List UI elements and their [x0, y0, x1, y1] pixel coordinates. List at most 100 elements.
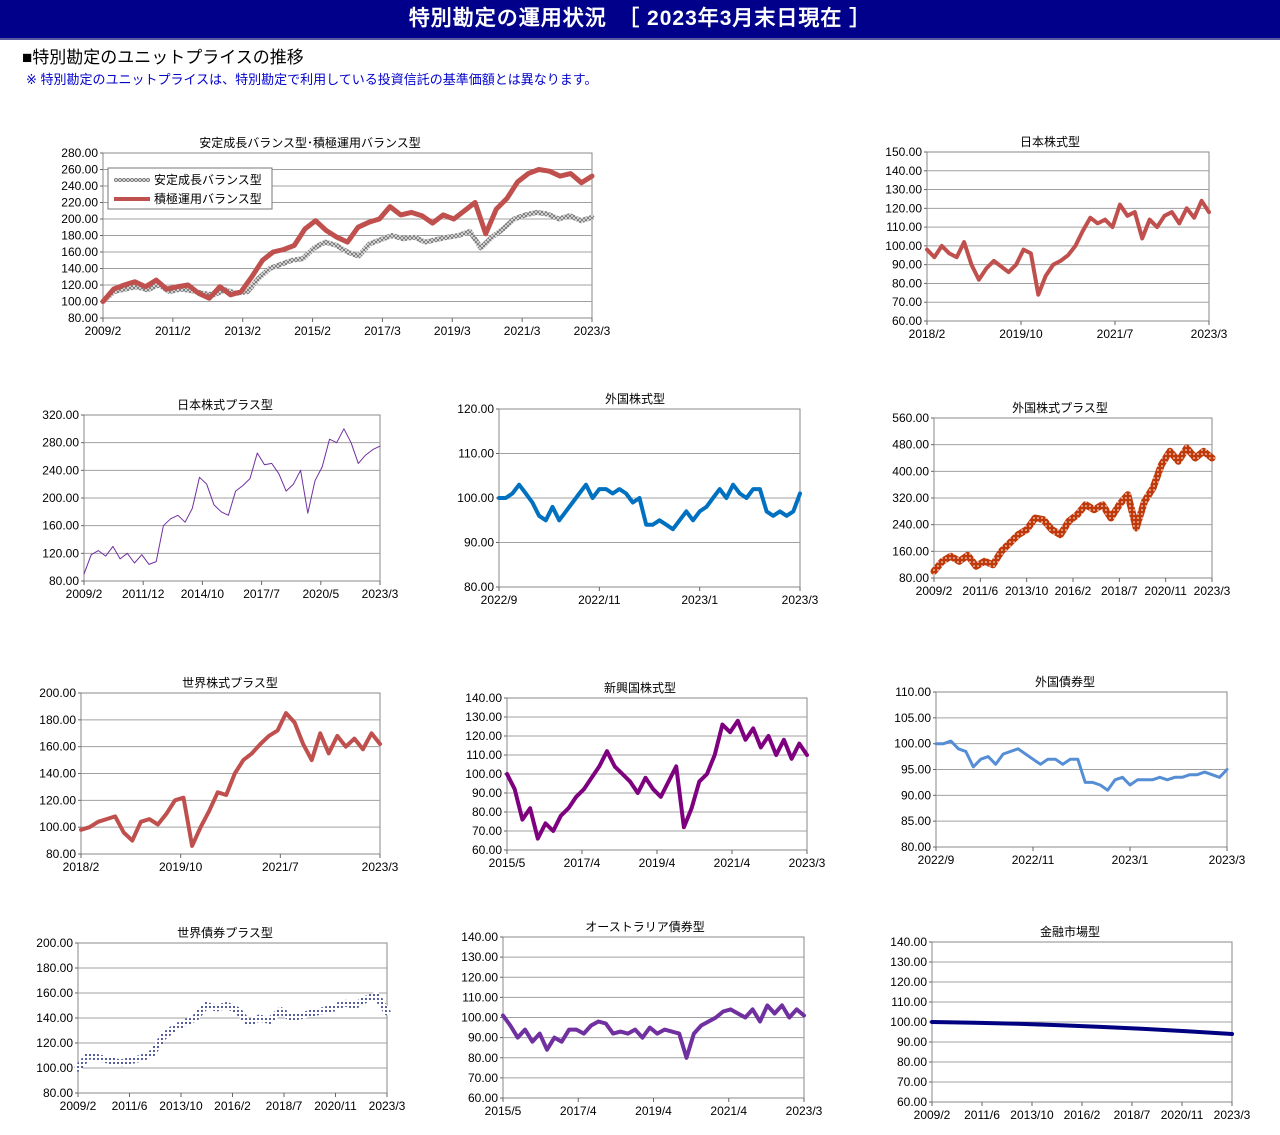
x-tick-label: 2019/4: [635, 1104, 672, 1118]
y-tick-label: 110.00: [466, 748, 502, 762]
x-tick-label: 2023/3: [1214, 1108, 1251, 1122]
x-tick-label: 2019/4: [639, 856, 676, 870]
chart-japan-equity-plus: 日本株式プラス型 80.00 120.00 160.00 200.00 240.00 280…: [20, 395, 420, 610]
x-tick-label: 2016/2: [1055, 584, 1092, 598]
x-tick-label: 2023/3: [1209, 853, 1246, 867]
x-tick-label: 2015/5: [489, 856, 526, 870]
plot-area: [926, 151, 1210, 322]
y-tick-label: 80.00: [899, 571, 929, 585]
y-tick-label: 60.00: [468, 1091, 498, 1105]
series-line: [930, 444, 1216, 575]
x-tick-label: 2023/3: [1191, 327, 1228, 341]
y-tick-label: 100.00: [39, 820, 76, 834]
x-tick-label: 2023/3: [369, 1099, 406, 1113]
y-tick-label: 180.00: [36, 961, 73, 975]
chart-emerging-equity: 新興国株式型 60.00 70.00 80.00 90.00 100.00 110.00 12…: [430, 680, 830, 880]
x-tick-label: 2011/6: [964, 1108, 1000, 1122]
chart-money-market: 金融市場型 60.00 70.00 80.00 90.00 100.00 110.00 120…: [860, 924, 1280, 1133]
y-tick-label: 160.00: [36, 986, 73, 1000]
y-tick-label: 110.00: [462, 990, 498, 1004]
y-tick-label: 90.00: [472, 786, 502, 800]
y-tick-label: 110.00: [891, 995, 927, 1009]
x-tick-label: 2011/12: [122, 587, 165, 601]
page-banner: 特別勘定の運用状況 ［ 2023年3月末日現在 ］: [0, 0, 1280, 40]
y-tick-label: 100.00: [465, 767, 502, 781]
y-tick-label: 120.00: [885, 201, 922, 215]
chart-title: 日本株式プラス型: [177, 397, 273, 412]
chart-title: オーストラリア債券型: [585, 919, 704, 934]
x-tick-label: 2018/7: [1101, 584, 1138, 598]
y-tick-label: 480.00: [892, 438, 929, 452]
x-tick-label: 2023/1: [681, 593, 718, 607]
x-tick-label: 2013/10: [159, 1099, 203, 1113]
x-tick-label: 2020/11: [314, 1099, 357, 1113]
y-tick-label: 80.00: [897, 1055, 927, 1069]
series-line: [83, 428, 381, 575]
x-tick-label: 2019/10: [159, 860, 203, 874]
chart-australia-bond: オーストラリア債券型 60.00 70.00 80.00 90.00 100.00 110.…: [430, 919, 830, 1132]
y-tick-label: 160.00: [39, 740, 76, 754]
x-tick-label: 2021/3: [504, 324, 541, 338]
y-tick-label: 160.00: [61, 245, 98, 259]
y-tick-label: 90.00: [892, 258, 922, 272]
y-tick-label: 80.00: [472, 805, 502, 819]
y-tick-label: 80.00: [46, 847, 76, 861]
x-tick-label: 2016/2: [214, 1099, 251, 1113]
chart-title: 世界債券プラス型: [177, 925, 273, 940]
series-line: [100, 209, 595, 304]
x-tick-label: 2017/4: [560, 1104, 597, 1118]
x-tick-label: 2022/11: [1012, 853, 1055, 867]
x-tick-label: 2020/5: [302, 587, 339, 601]
y-tick-label: 70.00: [468, 1071, 498, 1085]
chart-title: 外国株式プラス型: [1012, 400, 1108, 415]
y-tick-label: 150.00: [885, 145, 922, 159]
y-tick-label: 105.00: [894, 711, 931, 725]
chart-japan-equity: 日本株式型 60.00 70.00 80.00 90.00 100.00 110.00 120…: [860, 130, 1240, 345]
x-tick-label: 2017/4: [564, 856, 601, 870]
x-tick-label: 2011/2: [155, 324, 191, 338]
x-tick-label: 2021/4: [714, 856, 751, 870]
y-tick-label: 260.00: [61, 163, 98, 177]
x-tick-label: 2009/2: [914, 1108, 951, 1122]
y-tick-label: 280.00: [42, 436, 79, 450]
x-tick-label: 2018/7: [1114, 1108, 1151, 1122]
y-tick-label: 100.00: [894, 737, 931, 751]
y-tick-label: 70.00: [897, 1075, 927, 1089]
unit-price-note: ※ 特別勘定のユニットプライスは、特別勘定で利用している投資信託の基準価額とは異…: [26, 72, 598, 87]
series-line: [930, 1020, 1234, 1036]
y-tick-label: 110.00: [458, 447, 494, 461]
chart-foreign-equity-plus: 外国株式プラス型 80.00 160.00 240.00 320.00 400.00 480…: [860, 400, 1240, 605]
x-tick-label: 2013/10: [1010, 1108, 1054, 1122]
y-tick-label: 60.00: [472, 843, 502, 857]
chart-foreign-equity: 外国株式型 80.00 90.00 100.00 110.00 120.00 2022/9 2…: [430, 385, 830, 610]
x-tick-label: 2022/9: [918, 853, 955, 867]
y-tick-label: 400.00: [892, 464, 929, 478]
chart-title: 外国債券型: [1035, 674, 1095, 689]
y-tick-label: 120.00: [36, 1036, 73, 1050]
y-tick-label: 100.00: [36, 1061, 73, 1075]
y-tick-label: 120.00: [461, 970, 498, 984]
y-tick-label: 240.00: [42, 463, 79, 477]
y-tick-label: 140.00: [890, 935, 927, 949]
series-line: [505, 718, 809, 841]
y-tick-label: 70.00: [472, 824, 502, 838]
chart-title: 世界株式プラス型: [182, 675, 278, 690]
y-tick-label: 320.00: [892, 491, 929, 505]
chart-balance: 安定成長バランス型･積極運用バランス型 80.00 100.00 120.00 140.…: [20, 130, 610, 340]
y-tick-label: 130.00: [890, 955, 927, 969]
y-tick-label: 80.00: [892, 276, 922, 290]
x-tick-label: 2014/10: [181, 587, 225, 601]
x-tick-label: 2021/4: [710, 1104, 747, 1118]
y-tick-label: 130.00: [885, 183, 922, 197]
y-tick-label: 160.00: [892, 544, 929, 558]
y-tick-label: 80.00: [43, 1086, 73, 1100]
x-tick-label: 2009/2: [85, 324, 122, 338]
x-tick-label: 2017/3: [364, 324, 401, 338]
x-tick-label: 2023/3: [786, 1104, 823, 1118]
y-tick-label: 240.00: [61, 179, 98, 193]
y-tick-label: 120.00: [42, 546, 79, 560]
y-tick-label: 160.00: [42, 519, 79, 533]
series-line: [100, 167, 595, 304]
y-tick-label: 320.00: [42, 408, 79, 422]
y-tick-label: 220.00: [61, 196, 98, 210]
